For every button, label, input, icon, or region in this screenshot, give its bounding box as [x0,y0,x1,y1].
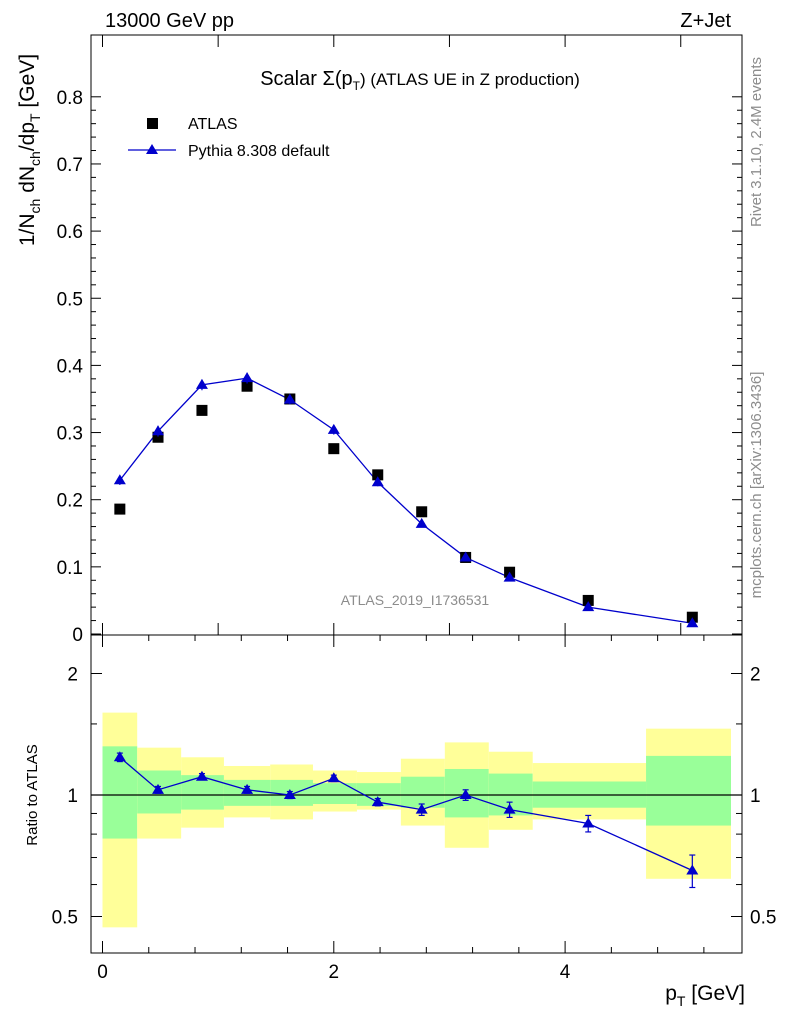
ratio-point [327,772,340,783]
x-tick-label: 4 [560,962,571,983]
ratio-point [195,770,208,781]
pythia-point [152,425,165,436]
main-y-tick-label: 0.7 [57,155,83,176]
pythia-point [195,378,208,389]
ratio-point [241,783,254,794]
legend-atlas-marker [147,118,158,129]
pythia-point [582,601,595,612]
legend: ATLAS Pythia 8.308 default [128,116,330,160]
ratio-point [582,817,595,828]
atlas-point [582,594,594,606]
pythia-point [371,476,384,487]
xlabel-rest: [GeV] [685,982,745,1005]
main-y-label: 1/Nch dNch/dpT [GeV] [16,54,43,246]
ratio-y-tick-label-right: 2 [750,665,761,686]
main-title: Scalar Σ(pT) (ATLAS UE in Z production) [260,68,580,93]
pythia-point [283,393,296,404]
x-tick-label: 2 [329,962,340,983]
legend-pythia-marker [146,144,158,154]
atlas-point [196,404,208,416]
ratio-point [686,864,699,875]
atlas-point [416,506,428,518]
ratio-point [371,796,384,807]
atlas-point [686,611,698,623]
main-y-tick-label: 0.4 [57,356,84,377]
ratio-y-tick-label: 2 [67,665,78,686]
ratio-point [152,783,165,794]
ratio-point [415,803,428,814]
ratio-point [283,789,296,799]
main-y-tick-label: 0.1 [57,558,83,579]
ratio-panel: Ratio to ATLAS 0.5 0.5 1 1 2 2 0 2 4 pT [GeV] [24,634,776,1009]
ratio-frame [90,634,743,954]
title-main: Scalar Σ(p [260,68,352,90]
process-label: Z+Jet [680,10,731,32]
atlas-point [114,503,126,515]
ratio-y-label: Ratio to ATLAS [24,744,41,845]
x-tick-label: 0 [97,962,108,983]
xlabel-main: p [665,982,677,1005]
main-y-tick-label: 0.6 [57,222,83,243]
atlas-point [372,469,384,481]
legend-atlas-label: ATLAS [188,116,238,133]
xlabel-sub: T [677,993,686,1009]
ratio-y-tick-label-right: 1 [750,786,761,807]
ratio-point [113,751,126,762]
pythia-point [503,571,516,582]
title-rest: ) (ATLAS UE in Z production) [360,70,580,89]
watermark: ATLAS_2019_I1736531 [341,592,490,608]
ratio-bands [91,712,742,928]
main-y-tick-label: 0.5 [57,289,83,310]
main-series [113,372,699,628]
main-y-tick-label: 0 [72,625,83,646]
ratio-point [459,789,472,799]
ratio-axes: 0.5 0.5 1 1 2 2 0 2 4 [52,635,776,983]
ratio-line [119,756,693,872]
pythia-point [686,617,699,628]
atlas-point [152,431,164,443]
atlas-point [241,380,253,392]
main-y-tick-label: 0.2 [57,491,83,512]
ratio-point [503,803,516,814]
pythia-point [241,372,254,383]
rivet-note: Rivet 3.1.10, 2.4M events [748,57,765,227]
atlas-point [328,443,340,455]
pythia-point [459,551,472,562]
ratio-y-tick-label: 1 [67,786,78,807]
legend-pythia-label: Pythia 8.308 default [188,143,330,160]
mcplots-note: mcplots.cern.ch [arXiv:1306.3436] [748,372,765,599]
stat-band [400,776,445,808]
pythia-point [415,517,428,528]
ratio-series [113,751,699,889]
ratio-y-tick-label-right: 0.5 [750,908,776,929]
x-axis-label: pT [GeV] [665,982,745,1009]
ratio-y-tick-label: 0.5 [52,908,78,929]
energy-label: 13000 GeV pp [105,10,234,32]
stat-band [646,755,731,826]
pythia-line [119,377,693,624]
pythia-point [327,423,340,434]
stat-band [312,783,357,804]
main-y-tick-label: 0.8 [57,88,83,109]
pythia-point [113,474,126,485]
main-y-tick-label: 0.3 [57,424,83,445]
main-panel: Scalar Σ(pT) (ATLAS UE in Z production) … [16,34,743,646]
main-y-axis: 0 0.1 0.2 0.3 0.4 0.5 0.6 0.7 0.8 [57,35,742,646]
title-sub: T [353,79,361,93]
